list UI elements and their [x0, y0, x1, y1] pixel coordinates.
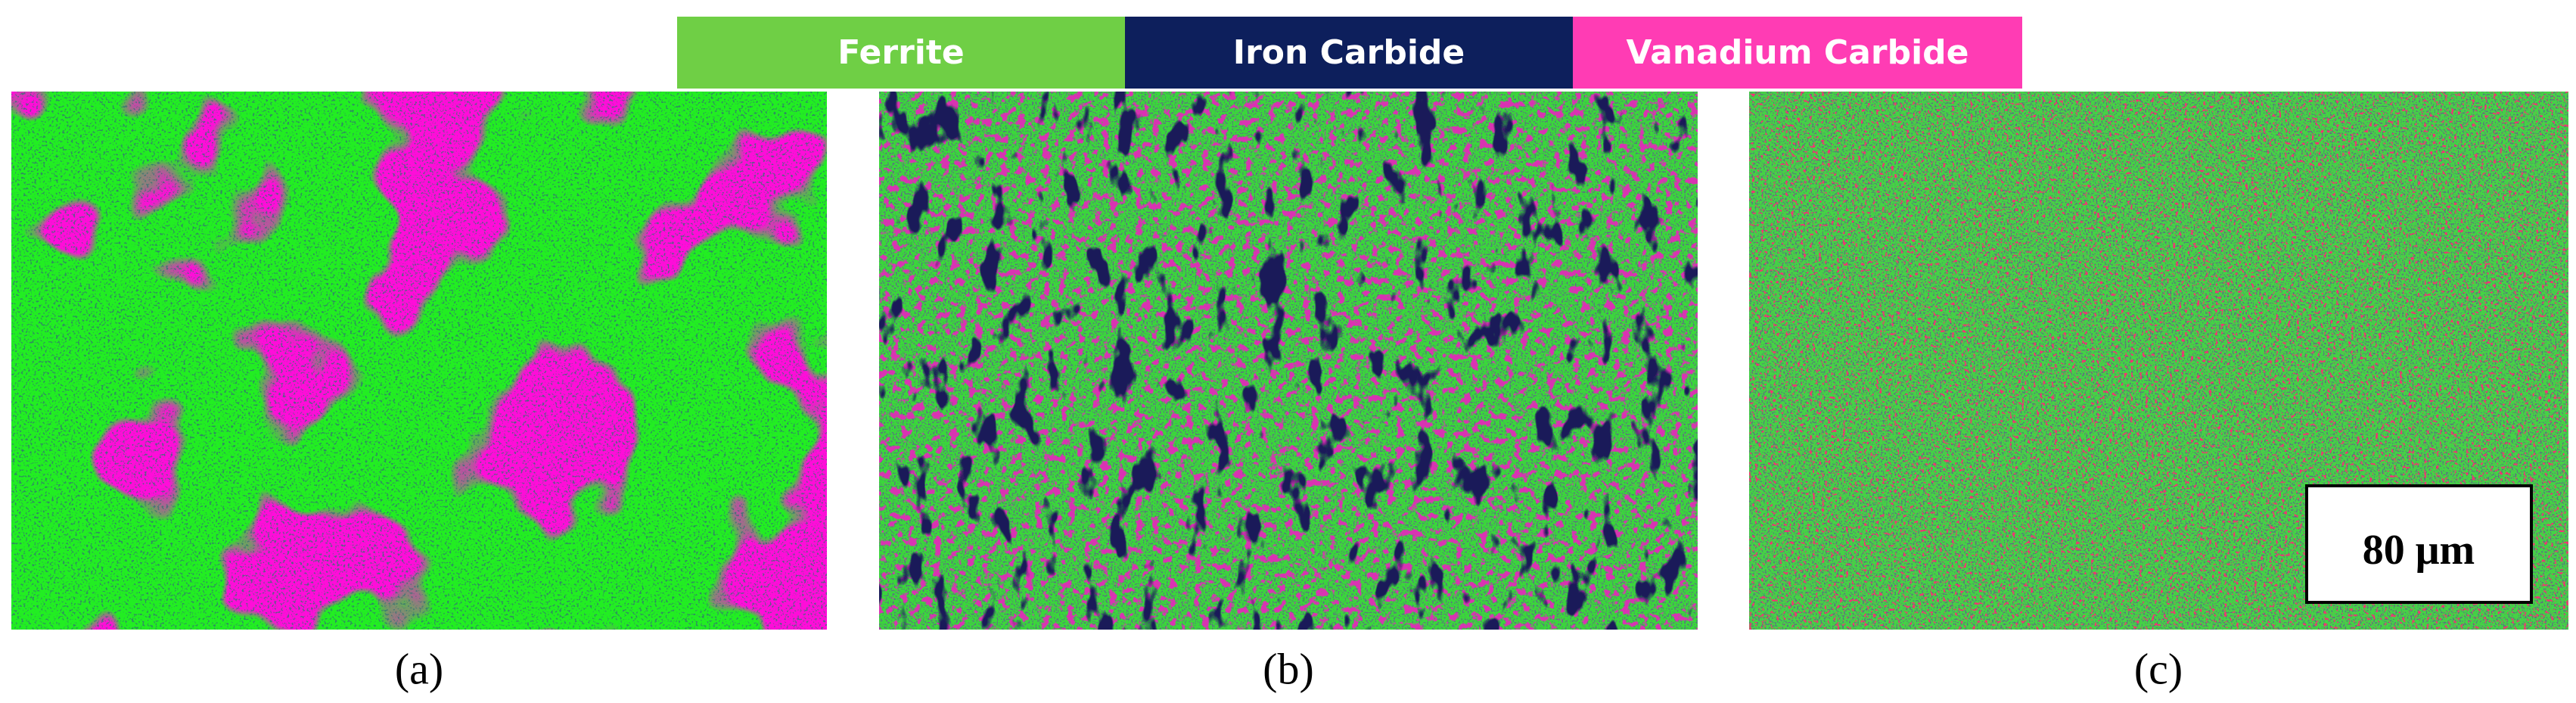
phase-map: [1749, 92, 2568, 630]
panel-label: (a): [395, 644, 443, 693]
legend-label: Vanadium Carbide: [1626, 33, 1969, 72]
legend-swatch: [677, 17, 1125, 89]
panel-label: (c): [2134, 644, 2183, 693]
phase-map: [11, 92, 827, 630]
scale-bar-label: 80 μm: [2363, 527, 2475, 574]
legend-label: Iron Carbide: [1233, 33, 1465, 72]
legend-swatch: [1125, 17, 1573, 89]
legend-label: Ferrite: [837, 33, 964, 72]
scale-bar-box: [2305, 484, 2533, 604]
legend-swatch: [1573, 17, 2022, 89]
map-texture: [11, 92, 827, 630]
panel-label: (b): [1263, 644, 1314, 693]
phase-map: [879, 92, 1698, 630]
map-texture: [879, 92, 1698, 630]
